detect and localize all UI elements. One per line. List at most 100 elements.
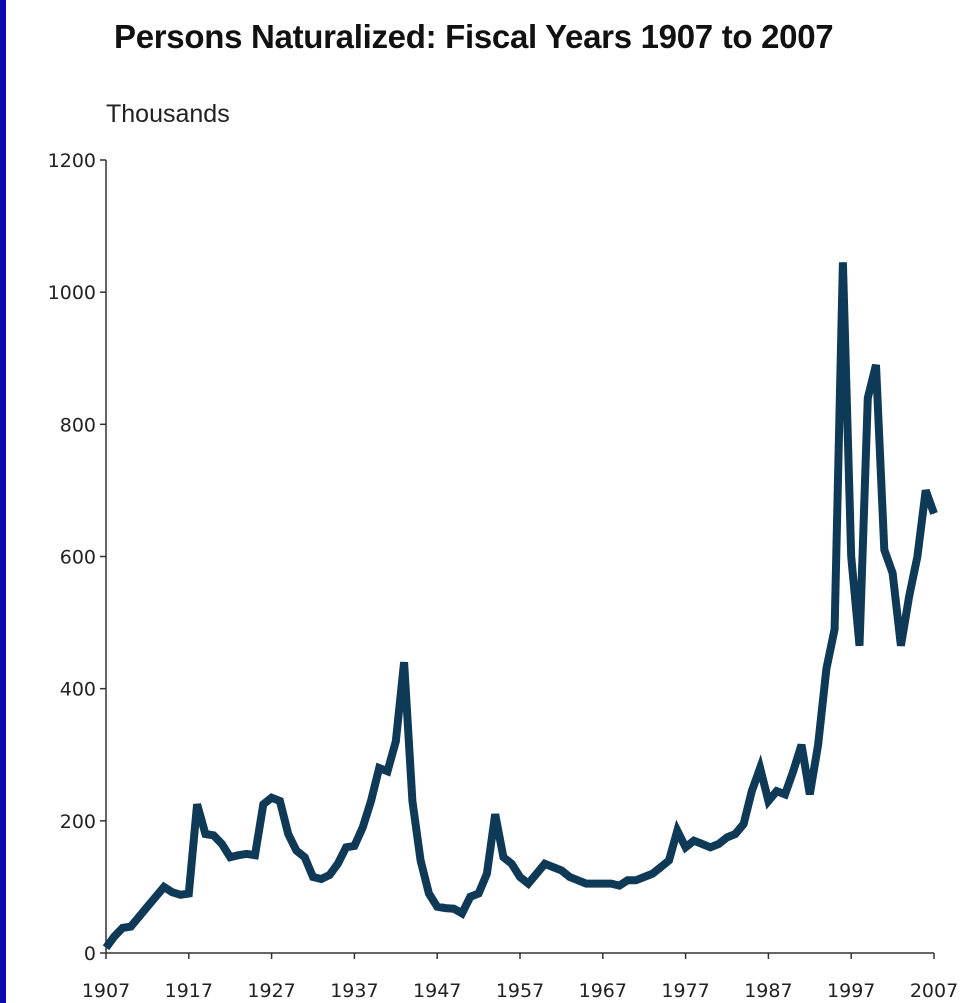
data-point bbox=[817, 744, 819, 746]
tick-labels: 0 200 400 600 800 1000 1200 1907 1917 1927 1937 194… bbox=[48, 150, 959, 1002]
x-tick-label: 1917 bbox=[165, 980, 213, 1002]
data-point bbox=[676, 830, 678, 832]
data-point bbox=[188, 893, 190, 894]
data-point bbox=[246, 853, 248, 855]
data-point bbox=[445, 907, 446, 909]
data-point bbox=[569, 876, 571, 878]
y-axis-unit-label: Thousands bbox=[106, 100, 230, 128]
data-point bbox=[469, 896, 471, 898]
data-point bbox=[825, 668, 827, 670]
x-tick-label: 1937 bbox=[330, 980, 378, 1002]
data-point bbox=[271, 797, 273, 799]
x-tick-label: 1957 bbox=[496, 980, 544, 1002]
data-point bbox=[138, 916, 140, 918]
y-tick-label: 1200 bbox=[48, 150, 96, 172]
data-point bbox=[809, 793, 811, 795]
x-tick-label: 1977 bbox=[661, 980, 709, 1002]
data-point bbox=[602, 883, 604, 885]
data-point bbox=[552, 866, 554, 868]
data-point bbox=[908, 595, 910, 597]
data-point bbox=[486, 873, 488, 875]
data-point bbox=[618, 885, 620, 887]
data-point bbox=[627, 879, 629, 881]
y-tick-label: 400 bbox=[60, 679, 96, 701]
data-point bbox=[362, 826, 364, 828]
data-point bbox=[776, 790, 778, 792]
data-point bbox=[635, 879, 637, 881]
data-point bbox=[767, 800, 769, 802]
data-point bbox=[370, 800, 372, 802]
data-point bbox=[238, 854, 239, 856]
series-group bbox=[102, 261, 938, 951]
data-point bbox=[163, 886, 165, 888]
data-point bbox=[544, 863, 546, 865]
data-point bbox=[254, 854, 256, 856]
data-point bbox=[279, 800, 281, 802]
data-point bbox=[353, 845, 355, 847]
data-point bbox=[304, 856, 306, 858]
series-line-0 bbox=[102, 262, 938, 951]
data-point bbox=[792, 770, 794, 772]
data-point bbox=[320, 878, 322, 880]
data-point bbox=[312, 876, 314, 878]
data-point bbox=[859, 645, 860, 647]
x-tick-label: 1947 bbox=[413, 980, 461, 1002]
x-tick-label: 1927 bbox=[247, 980, 295, 1002]
data-point bbox=[875, 364, 877, 366]
data-point bbox=[718, 843, 720, 845]
data-point bbox=[105, 947, 107, 949]
data-point bbox=[461, 912, 463, 914]
data-point bbox=[527, 883, 529, 885]
data-point bbox=[113, 936, 115, 937]
y-tick-label: 0 bbox=[84, 943, 96, 965]
axes bbox=[100, 159, 935, 959]
data-point bbox=[146, 906, 148, 908]
data-point bbox=[883, 549, 885, 551]
data-point bbox=[122, 927, 124, 929]
data-point bbox=[709, 846, 711, 848]
data-point bbox=[171, 891, 173, 893]
y-tick-label: 800 bbox=[60, 414, 96, 436]
data-point bbox=[403, 661, 405, 663]
data-point bbox=[585, 883, 587, 885]
data-point bbox=[155, 896, 157, 898]
data-point bbox=[329, 874, 331, 876]
data-point bbox=[262, 803, 264, 805]
data-point bbox=[850, 556, 852, 557]
x-tick-label: 1987 bbox=[744, 980, 792, 1002]
data-point bbox=[221, 843, 223, 845]
data-point bbox=[701, 843, 703, 845]
data-point bbox=[693, 840, 695, 842]
data-point bbox=[685, 846, 687, 848]
data-point bbox=[337, 863, 339, 865]
x-tick-label: 2007 bbox=[910, 980, 958, 1002]
data-point bbox=[378, 767, 380, 769]
data-point bbox=[295, 850, 297, 852]
data-point bbox=[610, 883, 612, 885]
data-point bbox=[213, 834, 215, 836]
data-point bbox=[892, 572, 894, 574]
data-point bbox=[560, 869, 562, 871]
data-point bbox=[743, 823, 745, 825]
y-tick-label: 200 bbox=[60, 811, 96, 833]
data-point bbox=[734, 833, 736, 835]
data-point bbox=[594, 883, 595, 885]
data-point bbox=[660, 866, 662, 868]
data-point bbox=[204, 833, 206, 835]
y-tick-label: 600 bbox=[60, 547, 96, 569]
data-point bbox=[668, 860, 670, 861]
data-point bbox=[130, 926, 132, 928]
data-point bbox=[411, 800, 413, 802]
data-point bbox=[196, 803, 198, 805]
data-point bbox=[395, 741, 397, 742]
data-point bbox=[502, 856, 504, 858]
data-point bbox=[478, 893, 480, 894]
data-point bbox=[436, 906, 438, 908]
data-point bbox=[900, 645, 902, 647]
data-point bbox=[652, 873, 653, 875]
data-point bbox=[925, 489, 927, 491]
data-point bbox=[916, 556, 918, 557]
x-tick-label: 1907 bbox=[82, 980, 130, 1002]
data-point bbox=[229, 856, 231, 858]
chart-panel: Persons Naturalized: Fiscal Years 1907 t… bbox=[6, 0, 962, 1003]
